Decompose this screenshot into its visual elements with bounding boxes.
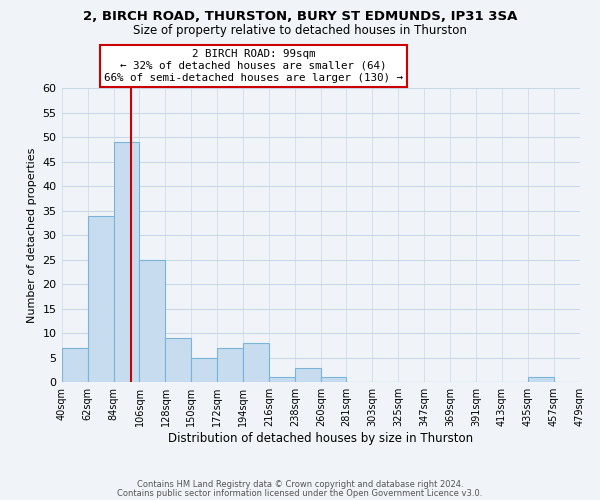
Bar [322,378,346,382]
Text: Contains public sector information licensed under the Open Government Licence v3: Contains public sector information licen… [118,488,482,498]
Text: 2 BIRCH ROAD: 99sqm
← 32% of detached houses are smaller (64)
66% of semi-detach: 2 BIRCH ROAD: 99sqm ← 32% of detached ho… [104,50,403,82]
Text: 2, BIRCH ROAD, THURSTON, BURY ST EDMUNDS, IP31 3SA: 2, BIRCH ROAD, THURSTON, BURY ST EDMUNDS… [83,10,517,23]
Y-axis label: Number of detached properties: Number of detached properties [27,148,37,323]
Bar [244,343,269,382]
Bar [113,142,139,382]
Bar [269,378,295,382]
Bar [191,358,217,382]
Bar [139,260,166,382]
Text: Size of property relative to detached houses in Thurston: Size of property relative to detached ho… [133,24,467,37]
Bar [217,348,244,382]
Bar [88,216,113,382]
Bar [528,378,554,382]
Text: Contains HM Land Registry data © Crown copyright and database right 2024.: Contains HM Land Registry data © Crown c… [137,480,463,489]
X-axis label: Distribution of detached houses by size in Thurston: Distribution of detached houses by size … [168,432,473,445]
Bar [62,348,88,382]
Bar [166,338,191,382]
Bar [295,368,322,382]
